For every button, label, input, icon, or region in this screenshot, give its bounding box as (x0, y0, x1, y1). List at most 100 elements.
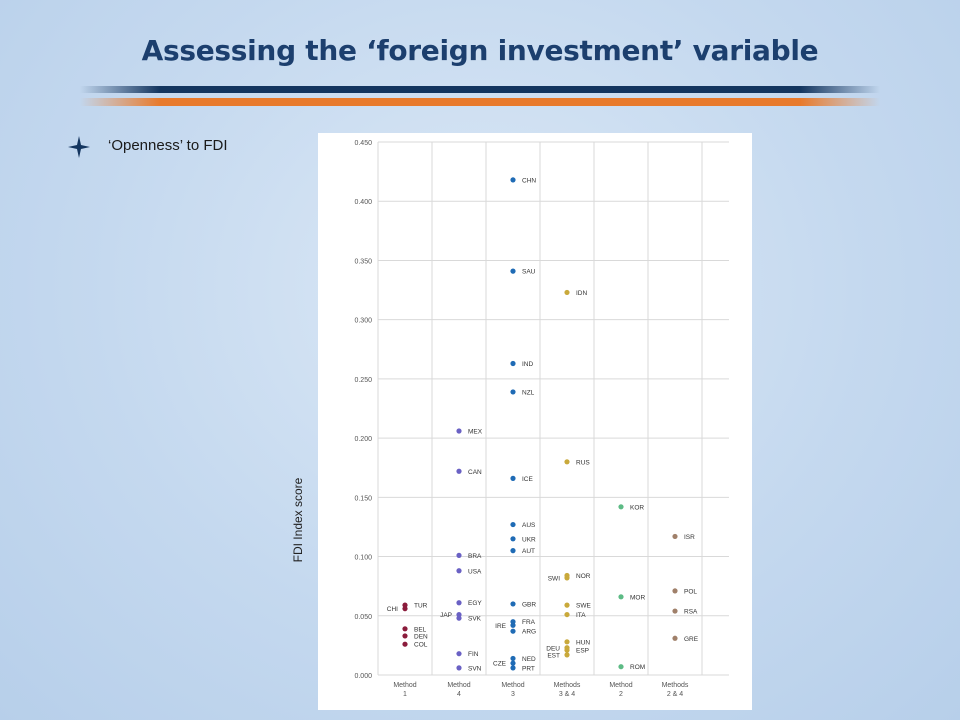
data-label-mor: MOR (630, 594, 645, 601)
data-label-cze: CZE (493, 661, 507, 668)
data-point-col (402, 641, 408, 647)
data-point-mor (618, 594, 624, 600)
data-label-egy: EGY (468, 600, 482, 607)
data-point-hun (564, 639, 570, 645)
four-point-star-bullet-icon (66, 134, 92, 160)
data-label-aus: AUS (522, 522, 536, 529)
y-tick-label: 0.400 (354, 199, 372, 206)
data-point-rsa (672, 608, 678, 614)
x-tick-label: Method (447, 682, 470, 689)
data-label-swe: SWE (576, 603, 591, 610)
data-point-idn (564, 289, 570, 296)
x-tick-label: 3 & 4 (559, 691, 575, 698)
data-point-kor (618, 504, 624, 510)
data-label-nor: NOR (576, 573, 591, 580)
y-tick-label: 0.300 (354, 318, 372, 325)
data-point-rus (564, 459, 570, 465)
chart-panel: 0.000 0.050 0.100 0.150 0.200 0.250 0.300 0.350… (318, 133, 752, 710)
data-label-ned: NED (522, 656, 536, 663)
data-point-arg (510, 628, 516, 634)
data-label-rom: ROM (630, 664, 645, 671)
slide-title: Assessing the ‘foreign investment’ varia… (141, 34, 819, 67)
data-label-col: COL (414, 642, 428, 649)
data-label-idn: IDN (576, 290, 588, 297)
data-point-sau (510, 268, 516, 274)
data-point-pol (672, 588, 678, 594)
data-label-sau: SAU (522, 269, 536, 276)
data-point-est (564, 652, 570, 658)
data-label-hun: HUN (576, 639, 590, 646)
data-point-mex (456, 428, 462, 434)
title-underline-orange (80, 98, 880, 106)
data-point-jap (456, 611, 462, 618)
data-label-chn: CHN (522, 177, 536, 184)
data-label-deu: DEU (546, 645, 560, 652)
y-tick-label: 0.350 (354, 258, 372, 265)
data-point-gbr (510, 601, 516, 607)
data-label-swi: SWI (548, 575, 560, 582)
data-label-gre: GRE (684, 636, 699, 643)
data-point-svn (456, 665, 462, 671)
data-label-gbr: GBR (522, 601, 536, 608)
data-point-rom (618, 664, 624, 670)
data-point-ind (510, 360, 516, 367)
x-tick-label: Methods (662, 682, 689, 689)
data-label-ukr: UKR (522, 536, 536, 543)
x-tick-label: Method (609, 682, 632, 689)
data-label-bel: BEL (414, 626, 427, 633)
data-label-pol: POL (684, 588, 697, 595)
data-point-ukr (510, 536, 516, 542)
data-label-ita: ITA (576, 612, 586, 619)
title-underline-dark (80, 86, 880, 93)
fdi-scatter-chart: 0.000 0.050 0.100 0.150 0.200 0.250 0.300 0.350… (354, 140, 729, 698)
x-tick-label: 2 (619, 691, 623, 698)
data-point-aut (510, 548, 516, 554)
data-point-isr (672, 533, 678, 540)
data-label-den: DEN (414, 633, 428, 640)
data-point-egy (456, 600, 462, 606)
data-point-prt (510, 665, 516, 671)
data-label-fin: FIN (468, 651, 479, 658)
y-tick-label: 0.250 (354, 377, 372, 384)
data-label-ire: IRE (495, 623, 507, 630)
data-point-aus (510, 521, 516, 528)
data-point-fra (510, 619, 516, 625)
bullet-text: ‘Openness’ to FDI (108, 137, 228, 154)
data-point-can (456, 468, 462, 474)
data-label-prt: PRT (522, 665, 535, 672)
x-tick-label: Method (393, 682, 416, 689)
data-point-den (402, 633, 408, 639)
data-point-chn (510, 177, 516, 183)
data-point-swi (564, 575, 570, 581)
data-label-mex: MEX (468, 429, 483, 436)
x-tick-label: 4 (457, 691, 461, 698)
data-label-ice: ICE (522, 476, 534, 483)
data-point-tur (402, 602, 408, 608)
data-label-jap: JAP (440, 612, 452, 619)
data-point-chi (402, 606, 408, 612)
data-point-esp (564, 647, 570, 653)
data-point-bel (402, 626, 408, 632)
data-point-cze (510, 660, 516, 666)
data-point-ned (510, 655, 516, 662)
x-tick-label: Methods (554, 682, 581, 689)
data-point-swe (564, 602, 570, 608)
data-label-ind: IND (522, 361, 534, 368)
data-label-svn: SVN (468, 665, 482, 672)
data-point-fin (456, 651, 462, 657)
x-tick-label: 1 (403, 691, 407, 698)
data-label-can: CAN (468, 469, 482, 476)
data-label-usa: USA (468, 568, 482, 575)
data-label-svk: SVK (468, 616, 482, 623)
data-label-rsa: RSA (684, 609, 698, 616)
data-label-kor: KOR (630, 504, 644, 511)
data-label-rus: RUS (576, 459, 590, 466)
data-label-est: EST (547, 652, 560, 659)
data-label-tur: TUR (414, 603, 428, 610)
y-tick-label: 0.200 (354, 436, 372, 443)
data-point-usa (456, 568, 462, 574)
x-tick-label: Method (501, 682, 524, 689)
data-label-chi: CHI (387, 606, 398, 613)
data-label-isr: ISR (684, 534, 695, 541)
data-point-bra (456, 552, 462, 558)
